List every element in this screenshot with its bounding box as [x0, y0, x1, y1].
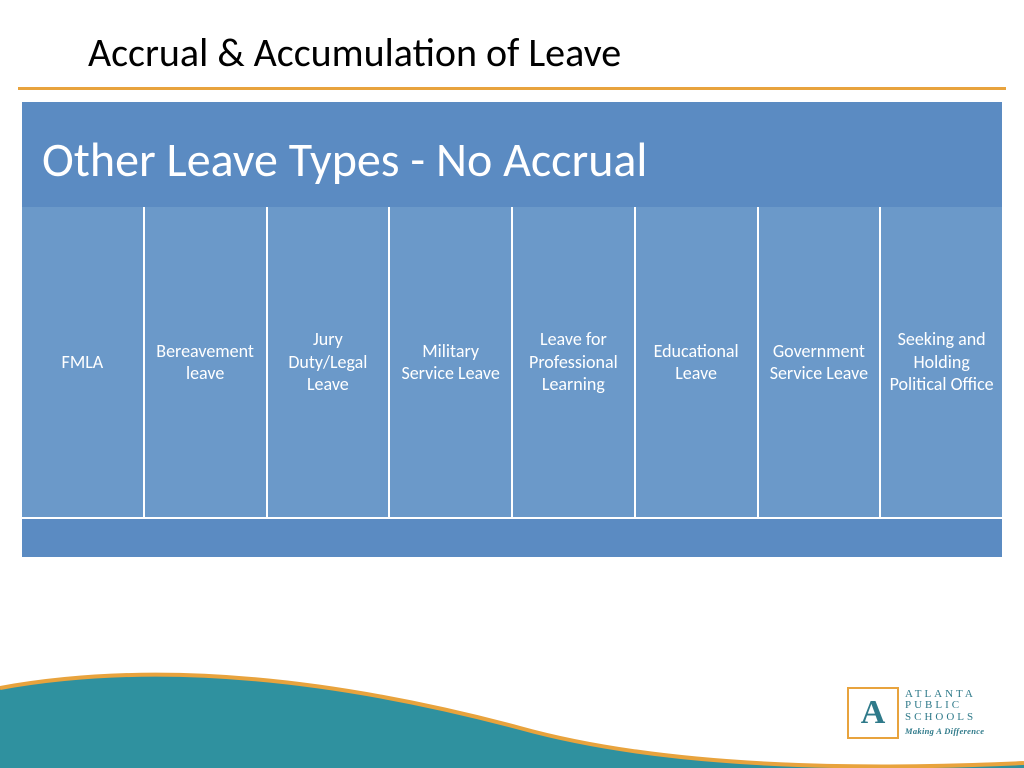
- logo-tagline: Making A Difference: [905, 727, 984, 736]
- title-divider: [18, 87, 1006, 90]
- panel-footer: [22, 517, 1002, 557]
- leave-type-cell: Bereavement leave: [145, 207, 268, 517]
- leave-type-cell: Leave for Professional Learning: [513, 207, 636, 517]
- logo-letter: A: [861, 694, 886, 732]
- leave-type-cell: Educational Leave: [636, 207, 759, 517]
- leave-type-cell: Military Service Leave: [390, 207, 513, 517]
- leave-type-cell: Government Service Leave: [759, 207, 882, 517]
- slide-title: Accrual & Accumulation of Leave: [0, 0, 1024, 87]
- logo-text: ATLANTA PUBLIC SCHOOLS Making A Differen…: [905, 689, 984, 737]
- logo-line-3: SCHOOLS: [905, 712, 984, 724]
- leave-type-cell: Jury Duty/Legal Leave: [268, 207, 391, 517]
- leave-type-cell: Seeking and Holding Political Office: [881, 207, 1002, 517]
- leave-types-row: FMLA Bereavement leave Jury Duty/Legal L…: [22, 207, 1002, 517]
- leave-type-cell: FMLA: [22, 207, 145, 517]
- panel-header: Other Leave Types - No Accrual: [22, 102, 1002, 207]
- logo: A ATLANTA PUBLIC SCHOOLS Making A Differ…: [847, 675, 1002, 750]
- logo-mark: A: [847, 687, 899, 739]
- leave-types-panel: Other Leave Types - No Accrual FMLA Bere…: [22, 102, 1002, 557]
